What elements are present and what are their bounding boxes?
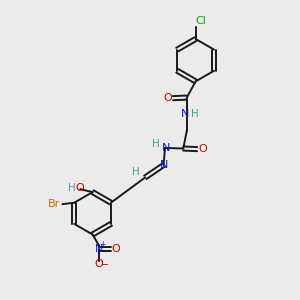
- Text: O: O: [198, 144, 207, 154]
- Text: O: O: [75, 183, 84, 193]
- Text: +: +: [100, 240, 106, 249]
- Text: O: O: [112, 244, 121, 254]
- Text: Br: Br: [48, 199, 61, 209]
- Text: −: −: [101, 260, 109, 270]
- Text: N: N: [181, 109, 189, 119]
- Text: O: O: [95, 259, 103, 269]
- Text: H: H: [152, 139, 160, 149]
- Text: H: H: [132, 167, 140, 177]
- Text: N: N: [161, 143, 170, 153]
- Text: O: O: [164, 93, 172, 103]
- Text: Cl: Cl: [196, 16, 206, 26]
- Text: N: N: [95, 244, 103, 254]
- Text: H: H: [191, 109, 199, 119]
- Text: H: H: [68, 183, 75, 193]
- Text: N: N: [160, 160, 168, 170]
